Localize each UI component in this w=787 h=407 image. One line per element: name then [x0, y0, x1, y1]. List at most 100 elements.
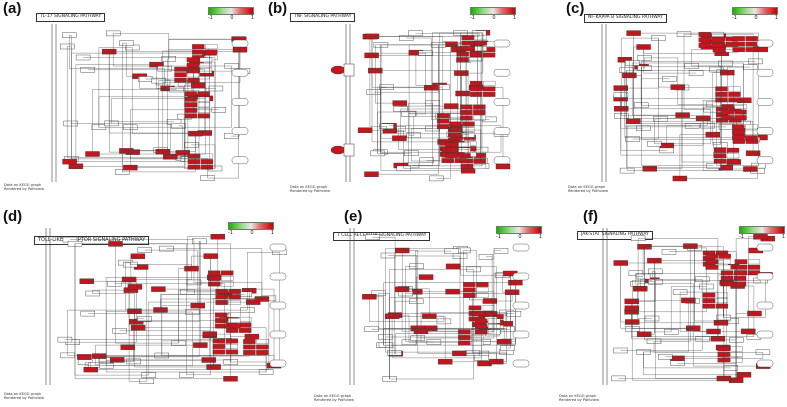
pathway-edge [723, 276, 736, 318]
gene-node-upregulated [461, 46, 474, 52]
gene-node [197, 113, 211, 119]
pathway-edge [649, 87, 683, 169]
gene-node [199, 68, 213, 74]
gene-node [462, 132, 475, 138]
pathway-edge [408, 44, 439, 114]
gene-node-upregulated [732, 135, 745, 141]
pathway-edge [70, 239, 195, 283]
gene-node [228, 323, 241, 329]
pathway-edge [694, 247, 707, 287]
panel-f: (f) JAK-STAT SIGNALING PATHWAY -101 Data… [543, 204, 787, 407]
gene-node [197, 96, 210, 102]
pathway-edge [126, 80, 159, 152]
outcome-box [756, 243, 774, 252]
pathway-edge [144, 249, 198, 306]
gene-node [197, 107, 211, 113]
gene-node [726, 158, 740, 164]
gene-node-upregulated [208, 276, 221, 281]
legend-color-bar [732, 7, 778, 15]
pathway-edge [74, 243, 231, 379]
pathway-edge [99, 290, 250, 357]
pathway-edge [158, 80, 189, 159]
gene-node [458, 142, 471, 148]
pathway-edge [371, 36, 387, 88]
pathway-edge [67, 46, 183, 158]
panel-letter: (d) [3, 208, 23, 225]
receptor-complex [343, 63, 355, 77]
pathway-edge [463, 250, 477, 298]
gene-node [473, 104, 486, 110]
gene-node-upregulated [732, 124, 745, 130]
gene-node [745, 124, 758, 130]
gene-node [200, 153, 214, 159]
pathway-edge [134, 311, 145, 319]
pathway-edge [170, 90, 200, 157]
gene-node [221, 281, 234, 287]
pathway-edge [90, 298, 270, 370]
gene-node-upregulated [458, 340, 471, 346]
gene-node-upregulated [468, 305, 482, 311]
panel-letter: (e) [344, 208, 363, 225]
panel-letter: (f) [583, 208, 598, 225]
gene-node-upregulated [712, 47, 726, 53]
gene-node [199, 62, 213, 68]
legend-min: -1 [732, 15, 737, 21]
gene-node [476, 293, 489, 298]
gene-node [728, 97, 741, 103]
pathway-edge [398, 33, 461, 129]
gene-node-upregulated [441, 158, 454, 164]
outcome-box [756, 127, 774, 135]
pathway-edge [476, 87, 504, 167]
pathway-edge [489, 292, 513, 302]
pathway-edge [134, 311, 214, 368]
gene-node [745, 41, 758, 47]
gene-node-upregulated [174, 77, 187, 83]
gene-node-upregulated [226, 327, 239, 333]
pathway-edge [432, 32, 483, 129]
outcome-box [269, 243, 287, 252]
gene-node-upregulated [461, 40, 474, 46]
pathway-edge [677, 87, 714, 105]
outcome-box [512, 359, 530, 368]
pathway-edge [620, 263, 694, 329]
gene-node-upregulated [461, 35, 474, 41]
pathway-edge [385, 248, 461, 337]
gene-node-upregulated [732, 47, 745, 53]
gene-node [205, 44, 218, 50]
outcome-box [231, 98, 249, 106]
gene-node-upregulated [713, 158, 727, 164]
pathway-edge [114, 283, 225, 341]
pathway-edge [641, 66, 714, 166]
pathway-edge [385, 337, 507, 353]
pathway-edge [626, 125, 693, 171]
pathway-edge [207, 39, 239, 179]
pathway-edge [702, 118, 758, 171]
legend: -1 0 1 [496, 226, 542, 240]
pathway-edge [677, 339, 737, 364]
footnote-line-1: Data on KEGG graph [290, 185, 328, 189]
pathway-edge [445, 357, 482, 362]
gene-node [221, 270, 234, 276]
gene-node-upregulated [456, 51, 469, 57]
pathway-edge [411, 128, 433, 154]
pathway-edge [439, 32, 480, 86]
pathway-edge [655, 281, 724, 379]
pathway-edge [178, 268, 192, 344]
pathway-edge [658, 38, 678, 88]
footnote-line-2: Rendered by Pathview [4, 396, 45, 401]
receptor-ligand [330, 65, 346, 75]
pathway-edge [400, 109, 467, 139]
pathway-edge [106, 311, 135, 366]
legend-mid: 0 [230, 15, 234, 21]
pathway-edge [655, 280, 761, 282]
pathway-edge [369, 33, 480, 37]
gene-node-upregulated [715, 86, 728, 92]
footnote: Data on KEGG graph Rendered by Pathview [4, 392, 44, 400]
pathway-edge [632, 328, 694, 329]
pathway-edge [721, 72, 728, 109]
pathway-edge [405, 266, 417, 294]
pathway-edge [460, 248, 503, 276]
legend-max: 1 [270, 230, 274, 236]
legend-color-bar [228, 222, 274, 230]
panel-b: (b) TNF SIGNALING PATHWAY -1 0 1 Data on K… [262, 0, 524, 204]
